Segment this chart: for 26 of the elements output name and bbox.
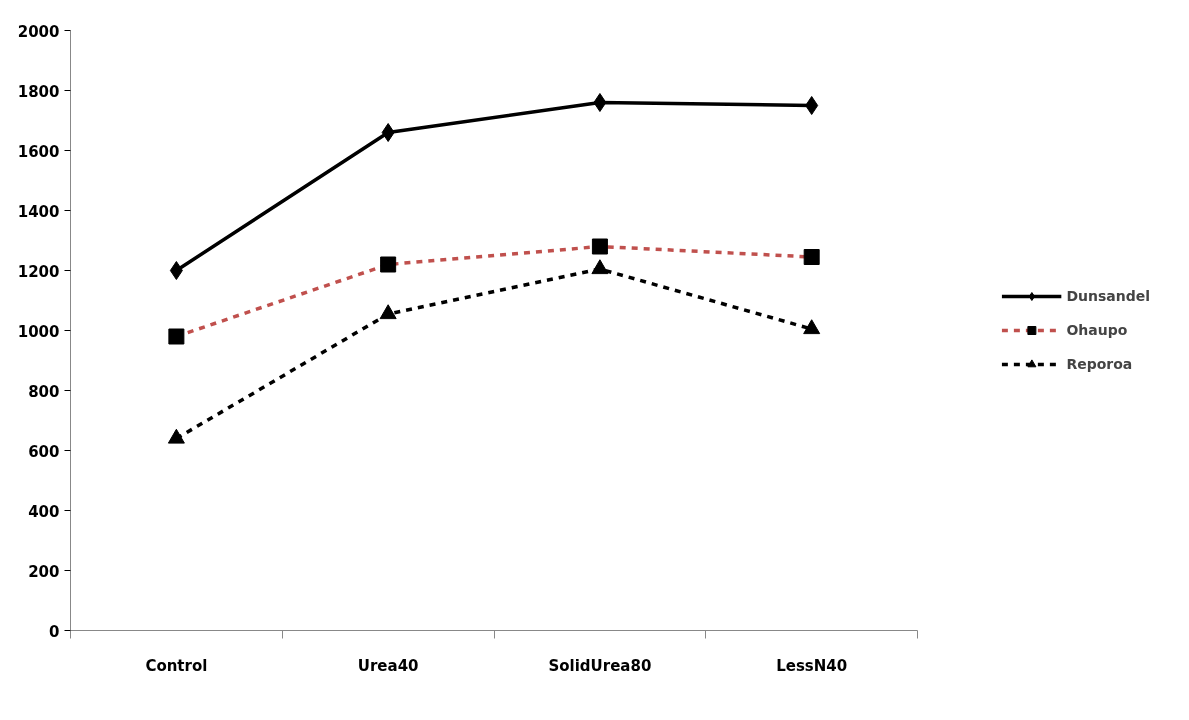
y-tick-label: 0: [49, 622, 60, 641]
point: [803, 319, 821, 335]
x-tick-label: LessN40: [776, 656, 848, 675]
point: [805, 96, 819, 115]
point: [593, 93, 607, 112]
point: [169, 261, 183, 280]
y-tick-label: 400: [28, 502, 60, 521]
legend-label: Dunsandel: [1066, 288, 1150, 304]
y-tick-label: 1800: [17, 82, 60, 101]
y-tick-label: 1200: [17, 262, 60, 281]
y-tick-label: 200: [28, 562, 60, 581]
y-tick-label: 800: [28, 382, 60, 401]
point: [167, 428, 185, 444]
y-tick-label: 2000: [17, 22, 60, 41]
y-tick-label: 1600: [17, 142, 60, 161]
point: [591, 259, 609, 275]
point: [381, 123, 395, 142]
y-tick-label: 600: [28, 442, 60, 461]
y-tick-label: 1400: [17, 202, 60, 221]
x-tick-label: Control: [145, 656, 208, 675]
y-tick-label: 1000: [17, 322, 60, 341]
x-tick-label: SolidUrea80: [548, 656, 652, 675]
legend-label: Ohaupo: [1066, 322, 1128, 338]
point: [379, 304, 397, 320]
x-tick-label: Urea40: [357, 656, 419, 675]
legend-label: Reporoa: [1066, 356, 1133, 372]
